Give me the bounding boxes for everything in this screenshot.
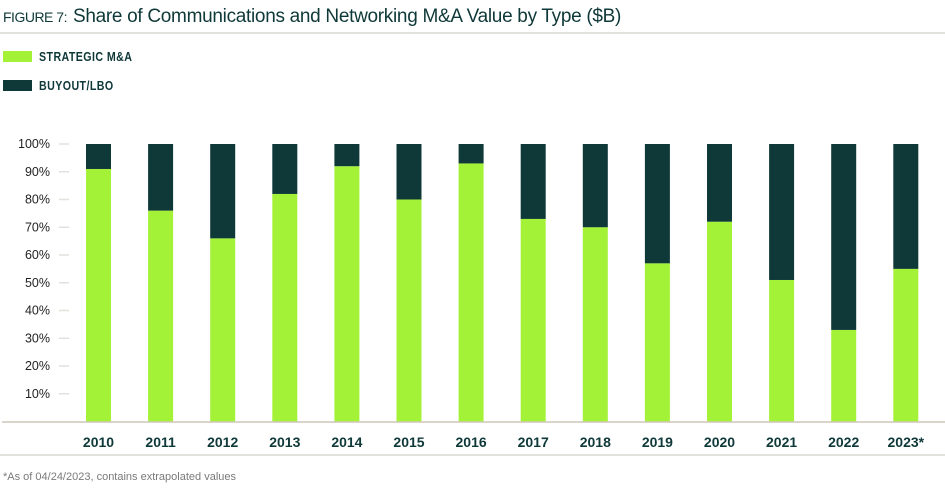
bar-buyout [86,144,111,169]
chart-title: FIGURE 7: Share of Communications and Net… [3,6,621,28]
y-tick-label: 60% [25,248,50,262]
bar-strategic [396,199,422,422]
x-tick-label: 2016 [456,434,487,450]
bar-buyout [582,144,608,228]
x-tick-label: 2020 [704,434,735,450]
bar-buyout [148,144,174,211]
y-tick-label: 100% [18,137,50,151]
y-tick-label: 30% [25,331,50,345]
bar-strategic [582,227,608,422]
x-tick-label: 2023* [888,434,925,450]
chart-title-text: Share of Communications and Networking M… [72,6,622,27]
y-tick-label: 50% [25,276,50,290]
legend-swatch-buyout [3,80,32,91]
bar-strategic [644,263,670,422]
y-tick-label: 70% [25,220,50,234]
y-tick-label: 10% [25,387,50,401]
x-tick-label: 2015 [393,434,424,450]
bar-strategic [210,238,236,422]
footer-divider [0,454,945,456]
y-tick-label: 90% [25,165,50,179]
bar-buyout [458,144,484,164]
bar-buyout [769,144,795,280]
bar-buyout [644,144,670,264]
legend-swatch-strategic [3,51,32,62]
x-tick-label: 2012 [207,434,238,450]
bar-buyout [831,144,857,330]
footnote: *As of 04/24/2023, contains extrapolated… [3,471,236,483]
figure-label: FIGURE 7: [3,9,67,25]
bar-buyout [893,144,919,269]
bar-strategic [831,329,857,422]
bar-buyout [272,144,298,194]
x-tick-label: 2021 [766,434,797,450]
bar-buyout [520,144,546,219]
bar-buyout [210,144,236,239]
bar-buyout [396,144,422,200]
y-tick-label: 80% [25,193,50,207]
bar-strategic [272,193,298,422]
x-tick-label: 2017 [518,434,549,450]
y-tick-label: 40% [25,304,50,318]
x-tick-label: 2019 [642,434,673,450]
x-tick-label: 2022 [828,434,859,450]
bar-strategic [86,168,111,422]
bar-strategic [334,166,360,422]
y-tick-label: 20% [25,359,50,373]
bar-strategic [769,279,795,422]
bar-strategic [458,163,484,422]
legend-item-buyout: BUYOUT/LBO [3,78,130,93]
x-tick-label: 2018 [580,434,611,450]
bar-strategic [520,218,546,422]
legend-label-strategic: STRATEGIC M&A [39,49,133,64]
legend-item-strategic: STRATEGIC M&A [3,49,153,64]
bar-buyout [707,144,732,222]
bar-strategic [148,210,174,422]
x-tick-label: 2011 [145,434,176,450]
legend-label-buyout: BUYOUT/LBO [39,78,114,93]
x-tick-label: 2013 [269,434,300,450]
x-tick-label: 2014 [331,434,362,450]
bar-strategic [893,268,919,422]
title-divider [0,32,945,34]
bar-buyout [334,144,360,167]
x-tick-label: 2010 [83,434,114,450]
bar-strategic [707,221,732,422]
